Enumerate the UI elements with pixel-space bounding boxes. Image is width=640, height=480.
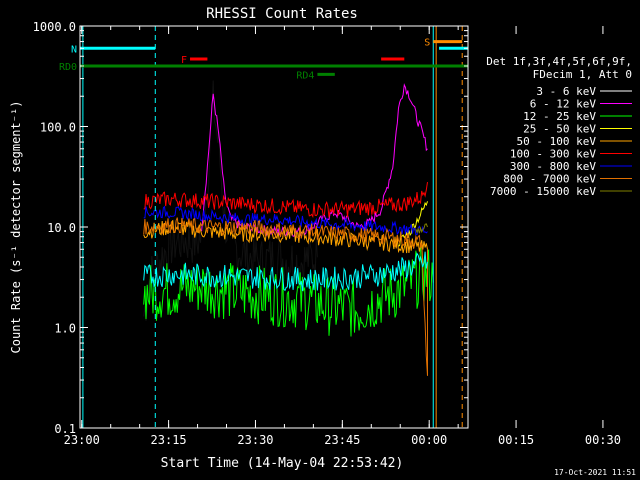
legend-entry-label: 25 - 50 keV (523, 123, 596, 136)
x-tick-label: 00:15 (498, 433, 534, 447)
legend-entry-label: 3 - 6 keV (536, 85, 596, 98)
legend-entry-label: 12 - 25 keV (523, 110, 596, 123)
x-axis: 23:00 23:15 23:30 23:45 00:00 00:15 00:30 (64, 26, 621, 447)
series-line (143, 205, 428, 236)
x-tick-label: 23:30 (237, 433, 273, 447)
status-bar-label: RD0 (59, 62, 77, 73)
legend-entry-label: 300 - 800 keV (510, 160, 596, 173)
y-axis-label: Count Rate (s⁻¹ detector segment⁻¹) (9, 101, 23, 354)
y-tick-label: 0.1 (54, 422, 76, 436)
series-line (398, 201, 428, 247)
x-tick-label: 23:45 (324, 433, 360, 447)
x-tick-label: 00:00 (411, 433, 447, 447)
series-line (143, 80, 318, 321)
y-tick-label: 100.0 (40, 121, 76, 135)
chart-title: RHESSI Count Rates (206, 6, 358, 22)
status-bar-label: N (71, 44, 77, 55)
series-line (143, 245, 434, 337)
status-bar-label: RD4 (296, 70, 314, 81)
legend: Det 1f,3f,4f,5f,6f,9f, FDecim 1, Att 0 3… (486, 55, 632, 198)
y-tick-label: 1000.0 (33, 20, 76, 34)
legend-entry-label: 50 - 100 keV (517, 135, 597, 148)
legend-header-line-2: FDecim 1, Att 0 (533, 68, 632, 81)
x-tick-label: 23:15 (151, 433, 187, 447)
plot-series (143, 80, 434, 376)
x-axis-label: Start Time (14-May-04 22:53:42) (161, 456, 404, 471)
legend-entry-label: 7000 - 15000 keV (490, 185, 596, 198)
status-bar-label: S (424, 38, 430, 49)
legend-header-line-1: Det 1f,3f,4f,5f,6f,9f, (486, 55, 632, 68)
y-tick-label: 10.0 (47, 221, 76, 235)
series-line (201, 83, 428, 237)
x-tick-label: 00:30 (585, 433, 621, 447)
y-axis: 0.1 1.0 10.0 100.0 1000.0 (33, 20, 468, 436)
legend-entry-label: 6 - 12 keV (530, 98, 597, 111)
x-tick-label: 23:00 (64, 433, 100, 447)
y-tick-label: 1.0 (54, 322, 76, 336)
series-line (143, 217, 428, 376)
footer-timestamp: 17-Oct-2021 11:51 (554, 468, 636, 477)
series-line (143, 182, 428, 219)
series-line (143, 251, 428, 292)
legend-entry-label: 100 - 300 keV (510, 148, 596, 161)
series-line (415, 223, 428, 234)
status-bar-label: F (181, 55, 187, 66)
legend-entry-label: 800 - 7000 keV (503, 173, 596, 186)
